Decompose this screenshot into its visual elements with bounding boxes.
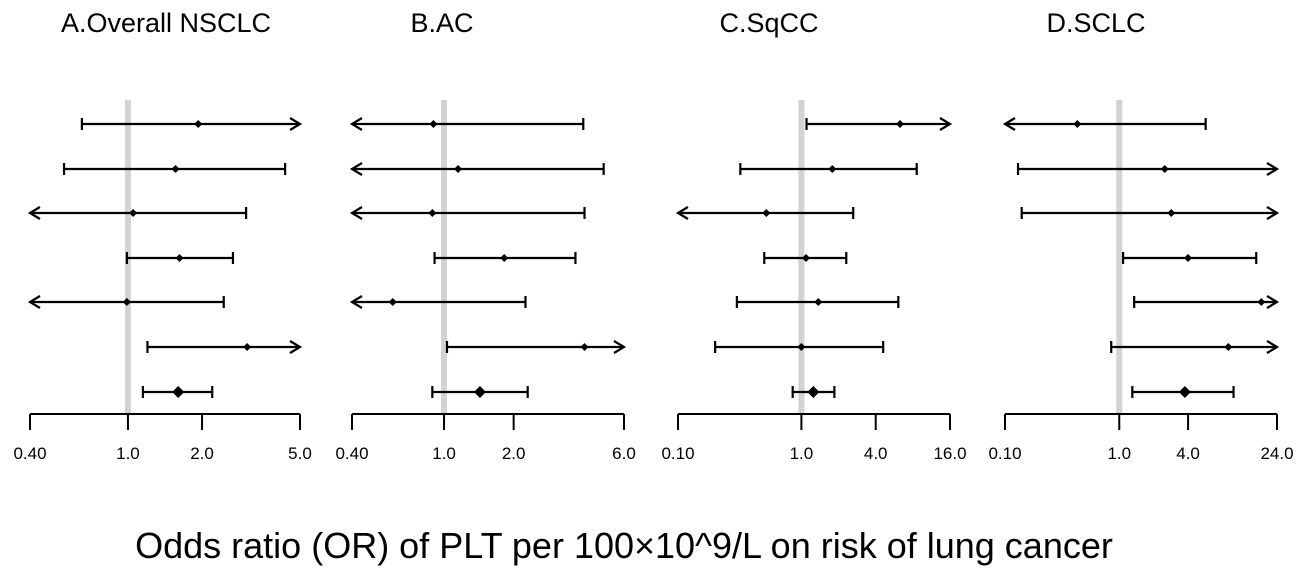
odds-ratio-point xyxy=(762,209,771,217)
odds-ratio-point xyxy=(454,165,463,173)
panel-3: C.SqCC 0.10 1.0 4.0 16.0 xyxy=(661,8,966,463)
ci-arrow-left xyxy=(27,295,41,309)
x-tick-label: 1.0 xyxy=(116,444,140,463)
x-tick-label: 0.40 xyxy=(335,444,368,463)
study-row xyxy=(763,252,848,264)
odds-ratio-point xyxy=(828,165,837,173)
odds-ratio-point xyxy=(807,386,820,398)
odds-ratio-point xyxy=(428,209,437,217)
study-row xyxy=(80,117,303,131)
x-tick-label: 0.40 xyxy=(13,444,46,463)
x-tick-label: 0.10 xyxy=(661,444,694,463)
ci-arrow-right xyxy=(1266,295,1280,309)
study-row xyxy=(349,162,605,176)
x-tick-label: 1.0 xyxy=(1107,444,1131,463)
forest-panels: A.Overall NSCLC 0.40 1.0 2.0 5.0 B.AC 0.40 1.0 2… xyxy=(13,8,1293,463)
ci-arrow-left xyxy=(349,117,363,131)
study-row xyxy=(1020,206,1280,220)
x-tick-label: 4.0 xyxy=(1176,444,1200,463)
odds-ratio-point xyxy=(473,386,486,398)
odds-ratio-point xyxy=(797,343,806,351)
ci-arrow-right xyxy=(1266,162,1280,176)
odds-ratio-point xyxy=(388,298,397,306)
study-row xyxy=(1016,162,1280,176)
study-row xyxy=(27,295,225,309)
odds-ratio-point xyxy=(122,298,131,306)
ci-arrow-right xyxy=(289,340,303,354)
odds-ratio-point xyxy=(129,209,138,217)
x-tick-label: 16.0 xyxy=(933,444,966,463)
x-tick-label: 24.0 xyxy=(1260,444,1293,463)
odds-ratio-point xyxy=(500,254,509,262)
ci-arrow-right xyxy=(1266,206,1280,220)
odds-ratio-point xyxy=(171,165,180,173)
ci-arrow-left xyxy=(27,206,41,220)
panel-title: C.SqCC xyxy=(719,8,818,38)
odds-ratio-point xyxy=(1257,298,1266,306)
ci-arrow-left xyxy=(1002,117,1016,131)
study-row xyxy=(146,340,303,354)
x-tick-label: 2.0 xyxy=(190,444,214,463)
odds-ratio-point xyxy=(580,343,589,351)
study-row xyxy=(1110,340,1280,354)
study-row xyxy=(349,117,585,131)
pooled-estimate xyxy=(791,386,836,398)
pooled-estimate xyxy=(1131,386,1235,398)
x-tick-label: 0.10 xyxy=(988,444,1021,463)
pooled-estimate xyxy=(141,386,214,398)
pooled-estimate xyxy=(431,386,529,398)
ci-arrow-left xyxy=(349,206,363,220)
panel-2: B.AC 0.40 1.0 2.0 6.0 xyxy=(335,8,635,463)
x-tick-label: 6.0 xyxy=(612,444,636,463)
odds-ratio-point xyxy=(1160,165,1169,173)
study-row xyxy=(349,206,586,220)
panel-1: A.Overall NSCLC 0.40 1.0 2.0 5.0 xyxy=(13,8,311,463)
x-tick-label: 5.0 xyxy=(288,444,312,463)
x-axis-label: Odds ratio (OR) of PLT per 100×10^9/L on… xyxy=(135,525,1113,566)
study-row xyxy=(735,296,900,308)
study-row xyxy=(714,341,885,353)
x-tick-label: 2.0 xyxy=(502,444,526,463)
study-row xyxy=(433,252,577,264)
odds-ratio-point xyxy=(1178,386,1191,398)
panel-4: D.SCLC 0.10 1.0 4.0 24.0 xyxy=(988,8,1293,463)
x-tick-label: 4.0 xyxy=(864,444,888,463)
ci-arrow-left xyxy=(675,206,689,220)
ci-arrow-right xyxy=(289,117,303,131)
study-row xyxy=(1133,295,1280,309)
study-row xyxy=(349,295,527,309)
study-row xyxy=(27,206,248,220)
study-row xyxy=(62,163,287,175)
odds-ratio-point xyxy=(429,120,438,128)
odds-ratio-point xyxy=(243,343,252,351)
study-row xyxy=(1121,252,1258,264)
ci-arrow-right xyxy=(1266,340,1280,354)
odds-ratio-point xyxy=(1073,120,1082,128)
ci-arrow-right xyxy=(613,340,627,354)
x-tick-label: 1.0 xyxy=(790,444,814,463)
ci-arrow-right xyxy=(939,117,953,131)
odds-ratio-point xyxy=(814,298,823,306)
odds-ratio-point xyxy=(172,386,185,398)
odds-ratio-point xyxy=(175,254,184,262)
panel-title: A.Overall NSCLC xyxy=(61,8,271,38)
odds-ratio-point xyxy=(896,120,905,128)
odds-ratio-point xyxy=(1184,254,1193,262)
study-row xyxy=(445,340,627,354)
ci-arrow-left xyxy=(349,295,363,309)
study-row xyxy=(805,117,953,131)
panel-title: D.SCLC xyxy=(1046,8,1145,38)
odds-ratio-point xyxy=(1224,343,1233,351)
panel-title: B.AC xyxy=(410,8,473,38)
odds-ratio-point xyxy=(194,120,203,128)
x-tick-label: 1.0 xyxy=(432,444,456,463)
odds-ratio-point xyxy=(802,254,811,262)
odds-ratio-point xyxy=(1167,209,1176,217)
ci-arrow-left xyxy=(349,162,363,176)
study-row xyxy=(675,206,855,220)
study-row xyxy=(739,163,918,175)
study-row xyxy=(1002,117,1207,131)
study-row xyxy=(125,252,235,264)
